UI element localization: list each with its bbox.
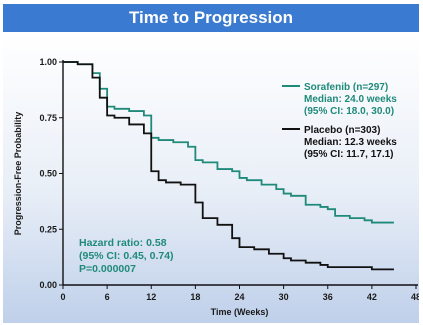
x-tick-label: 18 xyxy=(190,292,200,302)
y-axis-label: Progression-Free Probability xyxy=(13,112,23,236)
x-tick-label: 0 xyxy=(60,292,65,302)
axes: 0.00 0.25 0.50 0.75 1.00 0 6 12 18 24 30 36 42 48 Time… xyxy=(13,57,419,317)
series-line-sorafenib xyxy=(63,61,394,224)
legend-median: Median: 24.0 weeks xyxy=(304,94,397,105)
legend-ci: (95% CI: 11.7, 17.1) xyxy=(304,149,394,160)
legend-ci: (95% CI: 18.0, 30.0) xyxy=(304,106,394,117)
x-axis-label: Time (Weeks) xyxy=(211,307,269,317)
curves xyxy=(63,61,394,271)
x-tick-label: 48 xyxy=(411,292,419,302)
chart-panel: 0.00 0.25 0.50 0.75 1.00 0 6 12 18 24 30 36 42 48 Time… xyxy=(3,35,419,323)
x-tick-label: 24 xyxy=(234,292,244,302)
x-tick-label: 30 xyxy=(279,292,289,302)
x-tick-label: 6 xyxy=(105,292,110,302)
y-tick-label: 0.00 xyxy=(39,280,57,290)
legend-name: Placebo (n=303) xyxy=(304,125,380,136)
x-tick-label: 36 xyxy=(323,292,333,302)
y-tick-label: 0.50 xyxy=(39,169,57,179)
p-value-text: P=0.000007 xyxy=(79,263,136,275)
x-tick-label: 12 xyxy=(146,292,156,302)
legend-median: Median: 12.3 weeks xyxy=(304,137,397,148)
legend-name: Sorafenib (n=297) xyxy=(304,82,388,93)
x-tick-label: 42 xyxy=(367,292,377,302)
legend: Sorafenib (n=297)Median: 24.0 weeks(95% … xyxy=(282,82,397,160)
y-tick-label: 1.00 xyxy=(39,57,57,67)
y-tick-label: 0.75 xyxy=(39,113,57,123)
y-tick-label: 0.25 xyxy=(39,224,57,234)
km-chart: 0.00 0.25 0.50 0.75 1.00 0 6 12 18 24 30 36 42 48 Time… xyxy=(13,57,419,317)
hazard-ci-text: (95% CI: 0.45, 0.74) xyxy=(79,250,174,262)
hazard-ratio-text: Hazard ratio: 0.58 xyxy=(79,237,167,249)
hazard-annotation: Hazard ratio: 0.58(95% CI: 0.45, 0.74)P=… xyxy=(79,237,174,275)
series-line-placebo xyxy=(63,61,394,271)
slide-title: Time to Progression xyxy=(3,4,419,32)
